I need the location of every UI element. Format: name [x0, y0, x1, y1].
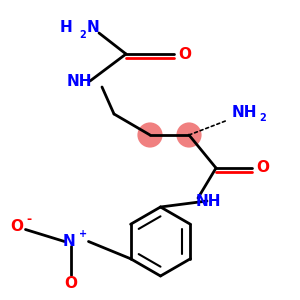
Text: 2: 2 — [79, 29, 86, 40]
Text: NH: NH — [67, 74, 92, 88]
Text: N: N — [63, 234, 75, 249]
Text: N: N — [87, 20, 99, 34]
Text: H: H — [60, 20, 72, 34]
Text: NH: NH — [232, 105, 257, 120]
Text: -: - — [27, 212, 32, 226]
Text: 2: 2 — [259, 113, 266, 123]
Circle shape — [176, 122, 202, 148]
Text: NH: NH — [196, 194, 221, 208]
Circle shape — [137, 122, 163, 148]
Text: +: + — [79, 229, 87, 239]
Text: O: O — [178, 46, 191, 62]
Text: O: O — [64, 276, 77, 291]
Text: O: O — [256, 160, 269, 175]
Text: O: O — [10, 219, 23, 234]
